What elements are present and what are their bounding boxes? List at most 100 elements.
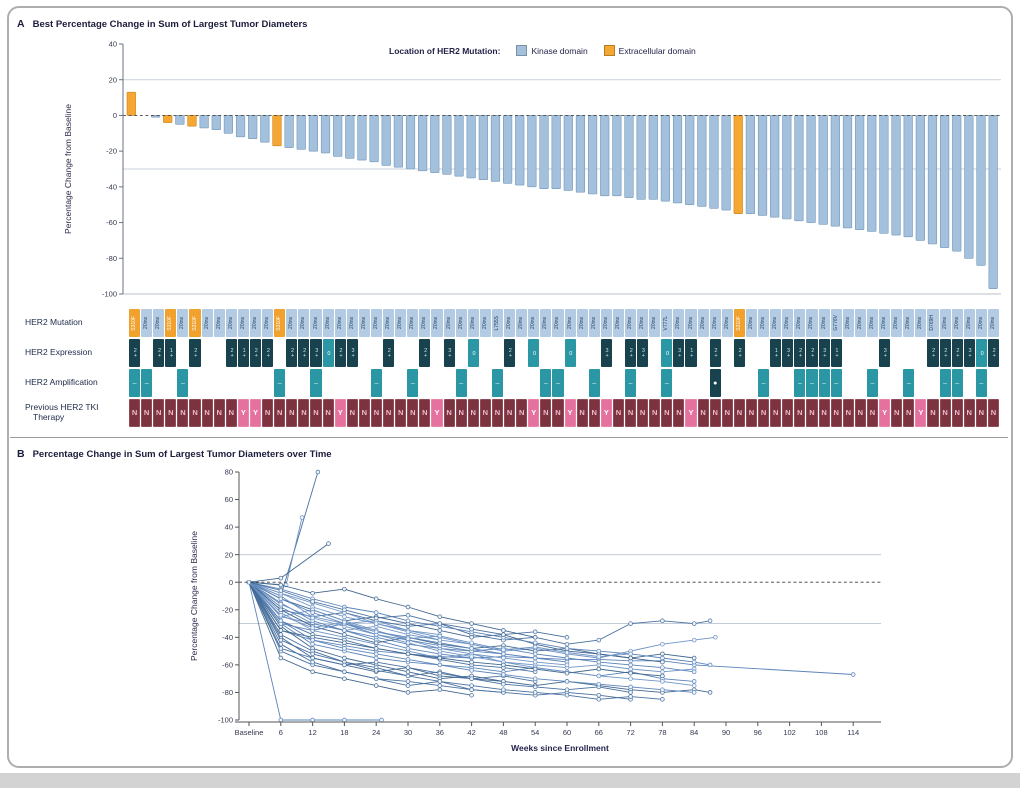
amplification-cell-label: – bbox=[810, 379, 814, 387]
spider-marker bbox=[707, 662, 713, 668]
waterfall-bar bbox=[964, 115, 974, 259]
mutation-cell-label: 20ins bbox=[614, 317, 621, 329]
spider-marker bbox=[501, 651, 506, 657]
y-tick-label: -100 bbox=[218, 716, 233, 725]
tki-therapy-cell: N bbox=[637, 399, 649, 427]
waterfall-bar bbox=[879, 115, 889, 234]
expression-cell-label: 2+ bbox=[507, 348, 514, 358]
spider-marker bbox=[342, 662, 347, 668]
panel-a-label: A bbox=[17, 18, 25, 30]
spider-marker bbox=[596, 654, 602, 659]
expression-cell-label: 3+ bbox=[604, 348, 611, 358]
waterfall-bar bbox=[721, 115, 731, 211]
mutation-cell-label: 20ins bbox=[457, 317, 464, 329]
tki-cell-label: N bbox=[772, 408, 779, 418]
spider-marker bbox=[596, 673, 602, 679]
spider-marker bbox=[707, 690, 713, 695]
waterfall-bar bbox=[320, 115, 331, 154]
spider-marker bbox=[691, 679, 697, 684]
amplification-cell: – bbox=[274, 369, 286, 397]
waterfall-bar bbox=[235, 115, 246, 138]
tki-cell-label: N bbox=[736, 408, 743, 418]
spider-marker bbox=[310, 641, 315, 647]
mutation-cell: 20ins bbox=[564, 309, 576, 337]
amplification-cell bbox=[359, 369, 370, 397]
tki-therapy-cell: N bbox=[661, 399, 673, 427]
mutation-cell: 20ins bbox=[673, 309, 685, 337]
spider-marker bbox=[596, 648, 602, 654]
amplification-cell bbox=[250, 369, 261, 397]
tki-cell-label: Y bbox=[688, 408, 694, 418]
x-tick-label: 54 bbox=[531, 728, 539, 737]
panel-b-xlabel: Weeks since Enrollment bbox=[511, 743, 609, 753]
spider-marker bbox=[278, 613, 284, 618]
amplification-cell bbox=[927, 369, 938, 397]
expression-cell-label: 2+ bbox=[797, 348, 804, 358]
mutation-cell-label: 20ins bbox=[796, 317, 803, 329]
amplification-cell bbox=[649, 369, 660, 397]
mutation-cell-label: 20ins bbox=[203, 317, 210, 329]
amplification-cell: – bbox=[939, 369, 951, 397]
waterfall-bar bbox=[248, 115, 258, 139]
spider-marker bbox=[373, 668, 379, 673]
spider-marker bbox=[660, 669, 665, 675]
mutation-cell-label: L755S bbox=[493, 315, 500, 331]
spider-marker bbox=[278, 607, 284, 613]
spider-marker bbox=[564, 650, 570, 655]
spider-marker bbox=[532, 684, 538, 690]
expression-cell bbox=[577, 339, 588, 367]
amplification-cell-label: – bbox=[277, 379, 282, 387]
amplification-cell: – bbox=[830, 369, 842, 397]
waterfall-bar bbox=[697, 115, 707, 207]
expression-cell: 3+ bbox=[637, 339, 649, 367]
expression-cell bbox=[395, 339, 406, 367]
mutation-cell-label: 20ins bbox=[312, 317, 319, 329]
x-tick-label: 72 bbox=[626, 728, 634, 737]
y-tick-label: 20 bbox=[109, 75, 117, 84]
heatmap-label-mutation: HER2 Mutation bbox=[25, 317, 83, 328]
spider-marker bbox=[596, 666, 602, 672]
spider-line bbox=[248, 581, 854, 675]
mutation-cell: 20ins bbox=[685, 309, 697, 337]
mutation-cell: 20ins bbox=[479, 309, 491, 337]
legend-label-extracellular: Extracellular domain bbox=[618, 45, 696, 56]
spider-marker bbox=[596, 692, 602, 698]
spider-marker bbox=[373, 596, 379, 602]
tki-cell-label: Y bbox=[531, 408, 537, 418]
tki-cell-label: N bbox=[869, 408, 876, 418]
expression-cell: 1+ bbox=[685, 339, 697, 367]
spider-marker bbox=[469, 654, 474, 659]
tki-cell-label: N bbox=[797, 408, 803, 418]
mutation-cell: 20ins bbox=[891, 309, 903, 337]
tki-therapy-cell: N bbox=[129, 399, 141, 427]
spider-marker bbox=[660, 697, 665, 702]
mutation-cell-label: 20ins bbox=[566, 317, 573, 329]
spider-marker bbox=[278, 602, 284, 607]
spider-marker bbox=[564, 679, 570, 684]
y-tick-label: -20 bbox=[106, 147, 117, 156]
mutation-cell: 20ins bbox=[576, 309, 588, 337]
spider-marker bbox=[437, 679, 443, 684]
tki-therapy-cell: N bbox=[903, 399, 915, 427]
mutation-cell-label: 20ins bbox=[687, 317, 694, 329]
tki-cell-label: N bbox=[990, 408, 997, 418]
mutation-cell: 20ins bbox=[286, 309, 298, 337]
spider-marker bbox=[278, 632, 284, 637]
mutation-cell-label: 20ins bbox=[179, 317, 186, 329]
tki-therapy-cell: N bbox=[951, 399, 963, 427]
spider-marker bbox=[373, 655, 379, 661]
spider-marker bbox=[628, 651, 633, 657]
expression-cell: 0 bbox=[975, 339, 987, 367]
spider-marker bbox=[501, 681, 506, 687]
tki-therapy-cell: N bbox=[274, 399, 286, 427]
amplification-cell: ● bbox=[709, 369, 721, 397]
expression-cell-label: 3+ bbox=[821, 348, 828, 358]
expression-cell-label: 3+ bbox=[785, 348, 792, 358]
spider-marker bbox=[564, 655, 570, 661]
mutation-cell: 20ins bbox=[709, 309, 721, 337]
tki-cell-label: N bbox=[591, 408, 597, 418]
spider-marker bbox=[628, 684, 633, 690]
spider-marker bbox=[379, 717, 384, 723]
mutation-cell-label: 20ins bbox=[627, 317, 634, 329]
tki-therapy-cell: N bbox=[987, 399, 999, 427]
